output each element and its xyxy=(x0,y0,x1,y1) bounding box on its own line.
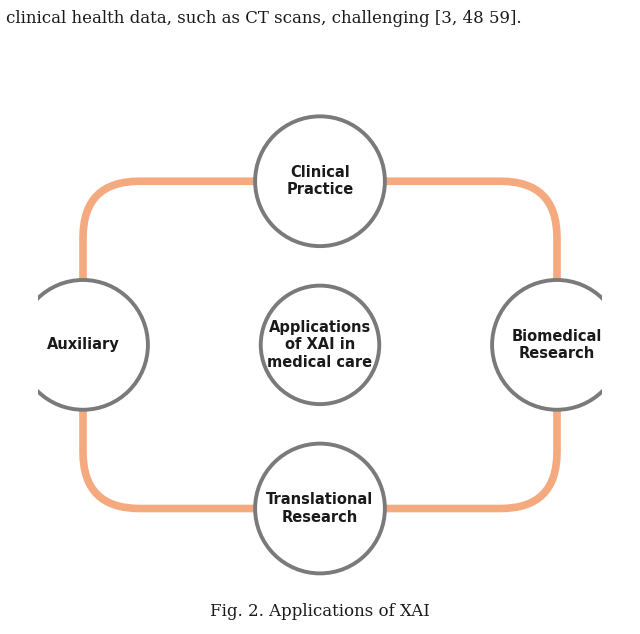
Text: Translational
Research: Translational Research xyxy=(266,492,374,525)
Text: Applications
of XAI in
medical care: Applications of XAI in medical care xyxy=(268,320,372,370)
Circle shape xyxy=(255,444,385,573)
Circle shape xyxy=(255,117,385,246)
Text: Biomedical
Research: Biomedical Research xyxy=(512,328,602,361)
Circle shape xyxy=(260,285,380,404)
Text: Auxiliary: Auxiliary xyxy=(47,337,120,353)
Circle shape xyxy=(18,280,148,410)
Text: clinical health data, such as CT scans, challenging [3, 48 59].: clinical health data, such as CT scans, … xyxy=(6,10,522,27)
Text: Fig. 2. Applications of XAI: Fig. 2. Applications of XAI xyxy=(210,603,430,620)
Circle shape xyxy=(492,280,622,410)
Text: Clinical
Practice: Clinical Practice xyxy=(286,165,354,197)
